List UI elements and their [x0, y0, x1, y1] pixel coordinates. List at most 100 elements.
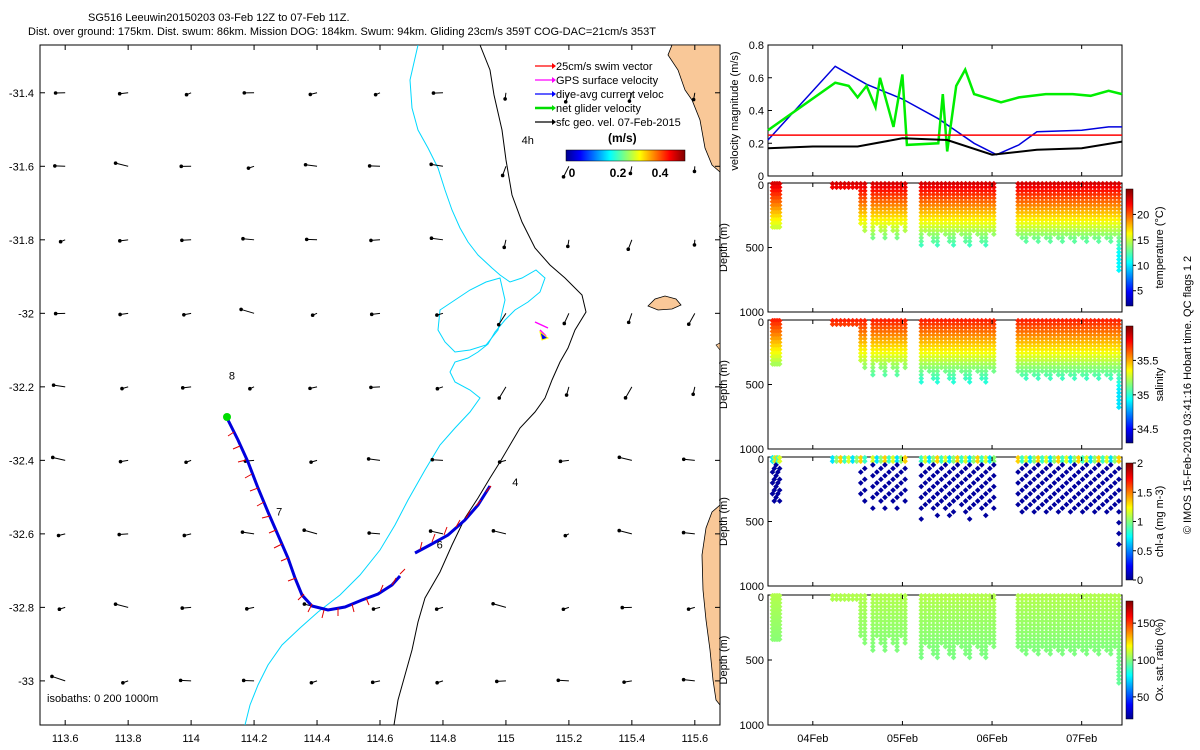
profile-point	[1071, 227, 1078, 234]
profile-point	[1067, 234, 1074, 241]
profile-point	[1047, 325, 1054, 331]
profile-point	[986, 364, 993, 371]
profile-colorbar-tick-label: 0	[1137, 575, 1143, 587]
profile-point	[1035, 234, 1042, 241]
profile-point	[950, 332, 957, 338]
profile-point	[1019, 325, 1025, 331]
velocity-series-line	[767, 137, 1123, 156]
profile-point	[1112, 216, 1118, 223]
profile-point	[849, 321, 856, 328]
profile-colorbar-tick-label: 34.5	[1137, 424, 1158, 436]
profile-point	[966, 224, 973, 230]
profile-point	[1047, 188, 1054, 194]
profile-point	[978, 371, 985, 378]
profile-point	[857, 339, 864, 346]
profile-point	[902, 325, 908, 331]
profile-point	[870, 357, 876, 364]
profile-point	[918, 335, 925, 342]
velocity-vector-head	[240, 530, 245, 534]
profile-point	[1059, 216, 1066, 223]
map-x-tick-label: 114.6	[367, 733, 394, 745]
profile-y-tick-label: 1000	[740, 444, 764, 456]
profile-point	[1107, 216, 1114, 223]
profile-y-tick-label: 500	[746, 380, 764, 392]
profile-point	[1027, 224, 1033, 230]
profile-point	[942, 350, 949, 356]
profile-point	[938, 216, 945, 223]
profile-point	[946, 353, 953, 360]
profile-point	[986, 346, 993, 353]
velocity-vector-head	[497, 396, 502, 400]
profile-point	[1031, 227, 1038, 234]
profile-point	[776, 224, 783, 230]
profile-point	[776, 328, 783, 335]
profile-point	[878, 180, 884, 187]
profile-point	[1035, 368, 1042, 375]
profile-point	[1047, 209, 1054, 216]
profile-point	[861, 335, 868, 342]
profile-point	[934, 220, 941, 227]
profile-point	[1023, 346, 1029, 353]
profile-point	[1023, 332, 1029, 338]
profile-point	[861, 321, 868, 328]
velocity-vector	[51, 675, 66, 682]
profile-point	[874, 184, 880, 191]
velocity-vector-head	[434, 607, 439, 611]
profile-point	[1083, 238, 1090, 245]
profile-point	[958, 227, 965, 234]
profile-point	[776, 209, 783, 216]
profile-point	[966, 234, 973, 241]
profile-point	[918, 188, 925, 194]
profile-point	[918, 343, 925, 349]
profile-point	[1112, 224, 1118, 230]
profile-point	[970, 350, 977, 356]
profile-point	[886, 216, 892, 223]
profile-point	[970, 206, 977, 212]
profile-point	[1039, 216, 1046, 223]
profile-point	[898, 206, 904, 212]
profile-point	[841, 184, 848, 191]
profile-point	[1079, 202, 1086, 209]
profile-point	[1027, 350, 1033, 356]
profile-point	[1031, 332, 1038, 338]
profile-point	[962, 188, 969, 194]
profile-point	[938, 184, 945, 191]
profile-point	[1059, 234, 1066, 241]
profile-point	[870, 198, 876, 205]
profile-point	[1055, 206, 1062, 212]
profile-point	[991, 325, 997, 331]
profile-point	[1079, 191, 1086, 198]
profile-point	[942, 198, 949, 205]
profile-point	[934, 184, 941, 191]
profile-point	[1019, 184, 1025, 191]
profile-point	[898, 346, 904, 353]
profile-point	[878, 216, 884, 223]
profile-point	[1095, 188, 1102, 194]
profile-point	[934, 353, 941, 360]
profile-point	[1091, 202, 1098, 209]
profile-point	[958, 346, 965, 353]
profile-point	[958, 209, 965, 216]
profile-point	[902, 213, 908, 219]
profile-point	[776, 361, 783, 367]
profile-point	[982, 353, 989, 360]
profile-point	[958, 343, 965, 349]
profile-point	[1083, 220, 1090, 227]
profile-point	[1043, 364, 1050, 371]
profile-point	[1031, 231, 1038, 238]
profile-point	[958, 325, 965, 331]
profile-colorbar-tick-label: 35	[1137, 390, 1149, 402]
profile-point	[1027, 317, 1033, 324]
profile-point	[1035, 216, 1042, 223]
profile-point	[1035, 227, 1042, 234]
profile-point	[986, 332, 993, 338]
land-south	[701, 504, 720, 706]
profile-point	[878, 209, 884, 216]
profile-point	[946, 375, 953, 382]
profile-point	[894, 321, 900, 328]
profile-point	[878, 350, 884, 356]
profile-point	[1019, 328, 1025, 335]
profile-point	[1116, 191, 1122, 198]
profile-point	[938, 361, 945, 367]
profile-point	[950, 343, 957, 349]
